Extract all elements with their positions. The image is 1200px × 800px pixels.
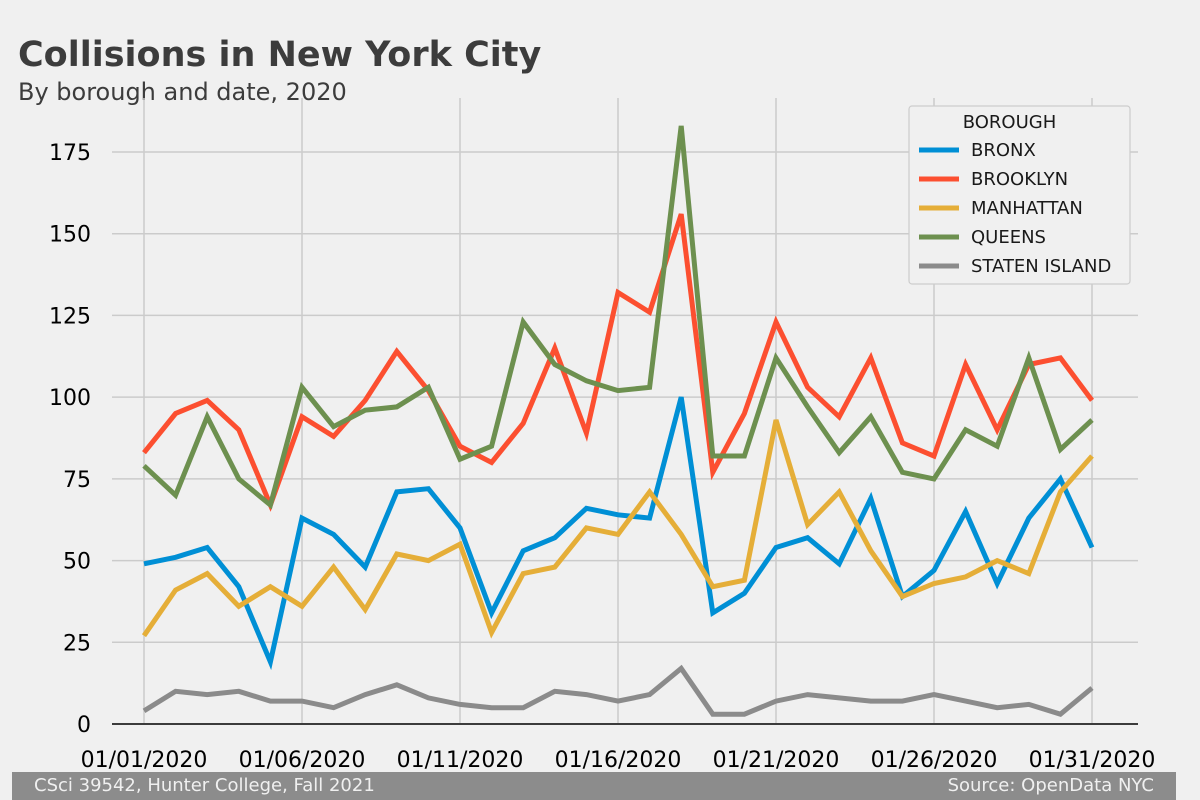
legend-label: STATEN ISLAND	[971, 256, 1111, 277]
series-line-manhattan	[141, 419, 1094, 639]
y-tick-label: 75	[63, 468, 91, 493]
series-line-staten-island	[142, 664, 1094, 717]
series-line-bronx	[143, 396, 1095, 671]
axes: 0 25 50 75 100 125 150 175 01/01/2020 01/06/2020 0…	[49, 141, 1155, 770]
x-tick-label: 01/06/2020	[239, 748, 366, 770]
x-tick-label: 01/11/2020	[397, 748, 524, 770]
y-tick-label: 150	[49, 223, 91, 248]
legend-label: BRONX	[971, 140, 1036, 161]
x-tick-label: 01/21/2020	[713, 748, 840, 770]
footer-source: Source: OpenData NYC	[947, 775, 1154, 796]
y-tick-label: 175	[49, 141, 91, 166]
footer-bar: CSci 39542, Hunter College, Fall 2021 So…	[12, 772, 1176, 800]
y-tick-label: 0	[77, 713, 91, 738]
series-lines	[141, 125, 1095, 717]
chart-subtitle: By borough and date, 2020	[18, 78, 347, 106]
chart-title: Collisions in New York City	[18, 35, 542, 75]
y-tick-label: 100	[49, 386, 91, 411]
legend: BOROUGH BRONX BROOKLYN MANHATTAN QUEENS STATE…	[908, 105, 1131, 285]
legend-box	[908, 105, 1131, 285]
series-line-brooklyn	[142, 213, 1095, 512]
line-chart: 0 25 50 75 100 125 150 175 01/01/2020 01/06/2020 0…	[49, 98, 1155, 770]
x-tick-label: 01/16/2020	[555, 748, 682, 770]
legend-label: QUEENS	[971, 227, 1046, 248]
x-tick-label: 01/31/2020	[1029, 748, 1156, 770]
series-line-queens	[142, 125, 1094, 510]
y-tick-label: 50	[63, 550, 91, 575]
x-tick-label: 01/26/2020	[871, 748, 998, 770]
legend-label: BROOKLYN	[971, 169, 1068, 190]
y-tick-label: 25	[63, 631, 91, 656]
x-tick-label: 01/01/2020	[81, 748, 208, 770]
y-tick-label: 125	[49, 304, 91, 329]
footer-credit: CSci 39542, Hunter College, Fall 2021	[34, 775, 375, 796]
legend-label: MANHATTAN	[971, 198, 1083, 219]
legend-title: BOROUGH	[963, 112, 1057, 133]
